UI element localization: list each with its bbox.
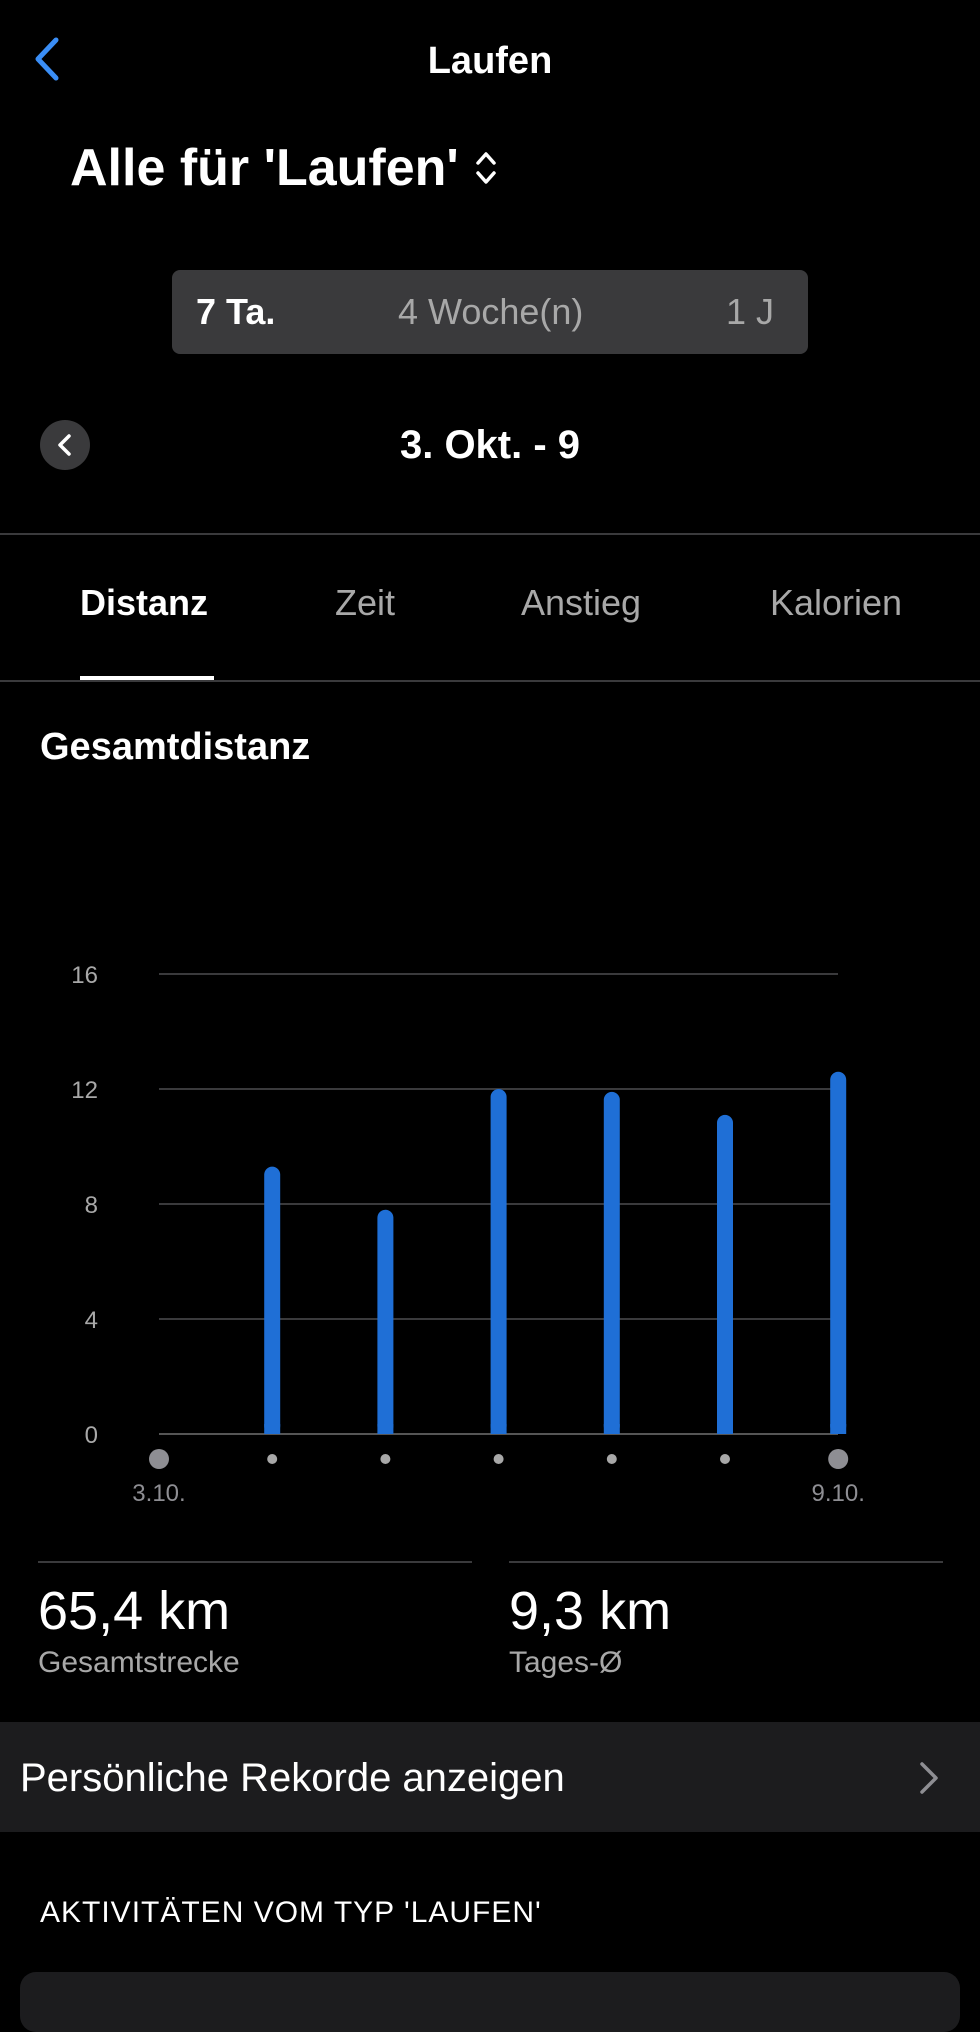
up-down-chevron-icon: [476, 152, 496, 184]
bar-base: [717, 1424, 733, 1434]
x-axis-dot: [606, 1454, 617, 1464]
bar-base: [264, 1424, 281, 1434]
tab-distanz[interactable]: Distanz: [80, 582, 209, 623]
bar: [377, 1209, 394, 1434]
daily-average-label: Tages-Ø: [509, 1646, 623, 1679]
bar: [830, 1071, 847, 1434]
section-title: Gesamtdistanz: [40, 726, 311, 768]
tab-zeit[interactable]: Zeit: [335, 582, 396, 623]
y-tick-label: 12: [71, 1077, 98, 1104]
range-option-7-days[interactable]: 7 Ta.: [196, 291, 276, 332]
x-axis-dot: [493, 1454, 504, 1464]
activity-filter-label: Alle für 'Laufen': [70, 139, 459, 197]
bar: [264, 1166, 281, 1434]
x-tick-label: 3.10.: [132, 1480, 185, 1507]
personal-records-row[interactable]: [0, 1722, 980, 1832]
activities-section-header: AKTIVITÄTEN VOM TYP 'LAUFEN': [40, 1896, 542, 1929]
x-tick-label: 9.10.: [812, 1480, 865, 1507]
range-option-1-year[interactable]: 1 J: [726, 291, 775, 332]
active-tab-indicator: [80, 676, 214, 680]
stat-divider: [38, 1561, 472, 1563]
stat-divider: [509, 1561, 943, 1563]
x-axis-dot: [149, 1449, 169, 1469]
date-range-label: 3. Okt. - 9: [399, 423, 581, 467]
total-distance-label: Gesamtstrecke: [38, 1646, 240, 1679]
y-tick-label: 4: [85, 1307, 98, 1334]
daily-average-value: 9,3 km: [509, 1581, 672, 1641]
back-chevron-icon[interactable]: [28, 34, 68, 84]
y-tick-label: 16: [71, 962, 98, 989]
x-axis-dot: [720, 1454, 730, 1464]
bar: [490, 1089, 507, 1434]
bar-base: [490, 1424, 507, 1434]
bar: [717, 1114, 733, 1434]
divider: [0, 680, 980, 682]
bar-base: [377, 1424, 394, 1434]
y-tick-label: 0: [85, 1422, 98, 1449]
distance-bar-chart: 0 4 8 12 16 3.10. 9.10.: [71, 962, 865, 1507]
range-option-4-weeks[interactable]: 4 Woche(n): [398, 291, 584, 332]
chevron-right-icon: [920, 1762, 938, 1794]
divider: [0, 533, 980, 535]
chevron-left-icon: [58, 434, 71, 456]
bar-base: [830, 1424, 847, 1434]
activity-list-item[interactable]: [20, 1972, 960, 2032]
tab-anstieg[interactable]: Anstieg: [521, 582, 642, 623]
x-axis-dot: [267, 1454, 278, 1464]
bar: [603, 1091, 620, 1434]
previous-period-button[interactable]: [40, 420, 90, 470]
total-distance-value: 65,4 km: [38, 1581, 231, 1641]
x-axis-dot: [380, 1454, 391, 1464]
personal-records-label: Persönliche Rekorde anzeigen: [20, 1756, 565, 1800]
tab-kalorien[interactable]: Kalorien: [770, 582, 903, 623]
x-axis-dot: [828, 1449, 849, 1469]
activity-filter-dropdown[interactable]: Alle für 'Laufen': [70, 138, 499, 198]
page-title: Laufen: [427, 40, 553, 82]
y-tick-label: 8: [85, 1192, 98, 1219]
bar-base: [603, 1424, 620, 1434]
range-segmented-control: 7 Ta. 4 Woche(n) 1 J: [172, 270, 808, 354]
